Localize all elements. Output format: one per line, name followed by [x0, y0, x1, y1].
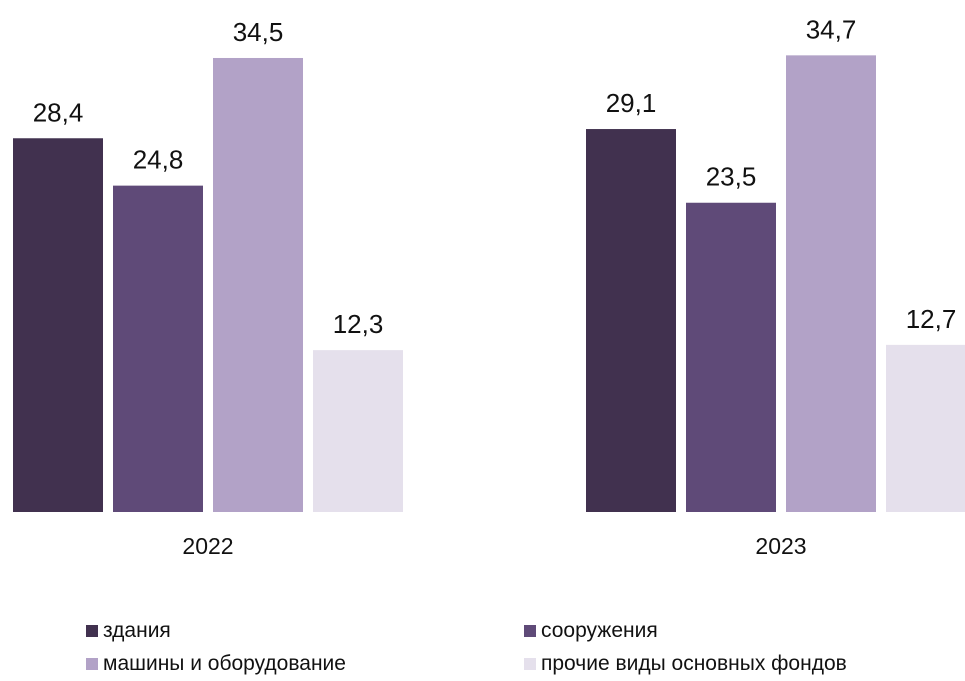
bar-buildings-2022: [13, 138, 103, 513]
legend-item-buildings: здания: [86, 616, 171, 646]
legend-swatch-other-assets: [524, 658, 536, 670]
value-label-structures-2022: 24,8: [133, 145, 184, 175]
value-label-buildings-2022: 28,4: [33, 97, 84, 127]
legend-swatch-buildings: [86, 625, 98, 637]
value-label-machinery-2023: 34,7: [806, 14, 857, 44]
legend-label-other-assets: прочие виды основных фондов: [541, 652, 847, 675]
legend-label-structures: сооружения: [541, 619, 658, 642]
value-label-structures-2023: 23,5: [706, 162, 757, 192]
category-label-2023: 2023: [755, 533, 806, 559]
legend-item-machinery: машины и оборудование: [86, 649, 346, 679]
category-labels-group: 2022 2023: [182, 533, 806, 559]
legend: здания сооружения машины и оборудование …: [0, 612, 965, 681]
value-label-other-assets-2023: 12,7: [906, 304, 957, 334]
bar-structures-2023: [686, 202, 776, 513]
legend-swatch-machinery: [86, 658, 98, 670]
bar-other-assets-2022: [313, 350, 403, 512]
legend-item-structures: сооружения: [524, 616, 658, 646]
bar-other-assets-2023: [886, 344, 965, 512]
category-label-2022: 2022: [182, 533, 233, 559]
bar-buildings-2023: [586, 129, 676, 512]
value-label-buildings-2023: 29,1: [606, 88, 657, 118]
value-label-machinery-2022: 34,5: [233, 17, 284, 47]
legend-label-machinery: машины и оборудование: [103, 652, 346, 675]
legend-swatch-structures: [524, 625, 536, 637]
value-labels-group: 28,4 24,8 34,5 12,3 29,1 23,5 34,7 12,7: [33, 14, 957, 339]
legend-item-other-assets: прочие виды основных фондов: [524, 649, 847, 679]
bar-machinery-2022: [213, 57, 303, 512]
bar-machinery-2023: [786, 55, 876, 513]
bar-structures-2022: [113, 185, 203, 512]
value-label-other-assets-2022: 12,3: [333, 309, 384, 339]
bars-group: [13, 55, 965, 513]
legend-label-buildings: здания: [103, 619, 171, 642]
